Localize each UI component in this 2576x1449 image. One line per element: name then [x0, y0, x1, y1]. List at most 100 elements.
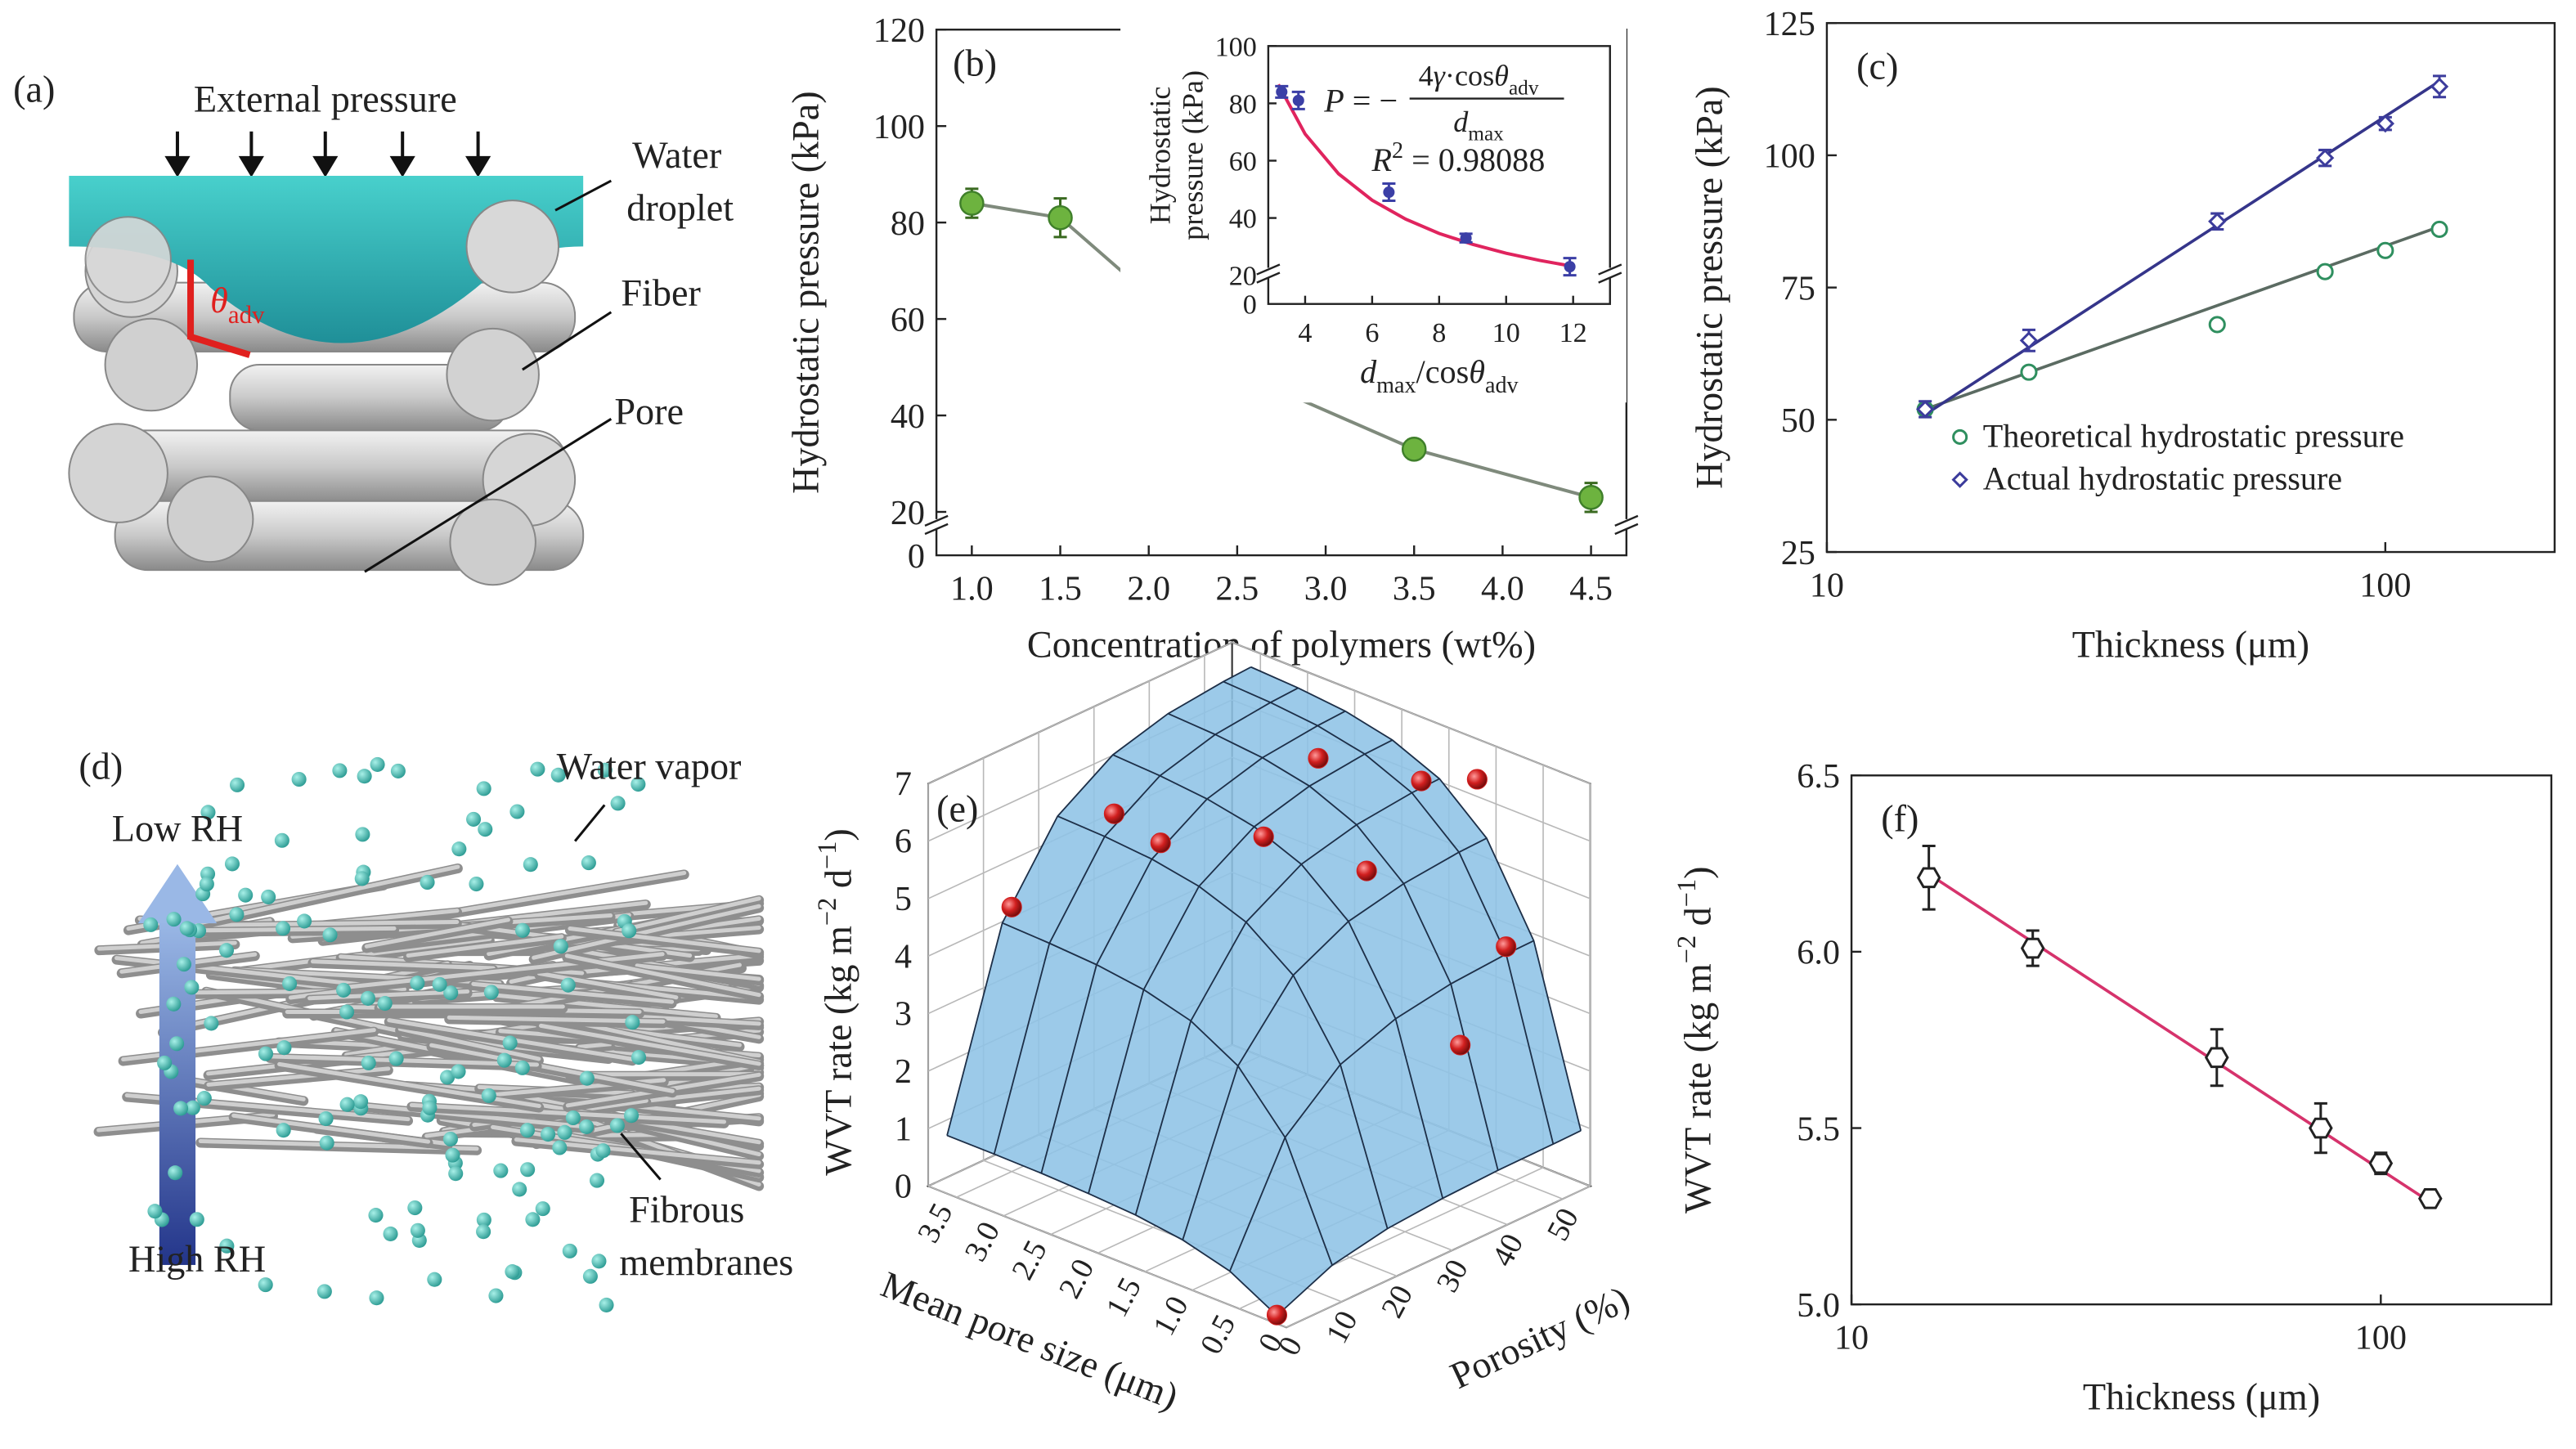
- text-segment: ): [1676, 866, 1718, 878]
- vapor-dot: [514, 922, 531, 938]
- marker: [1383, 186, 1395, 199]
- y-axis-label: WVT rate (kg m−2 d−1): [1672, 866, 1718, 1213]
- panel-label: (c): [1856, 45, 1898, 87]
- r-squared: R2 = 0.98088: [1371, 138, 1545, 178]
- vapor-dot: [179, 921, 195, 936]
- vapor-dot: [238, 887, 254, 903]
- z-tick-label: 1: [895, 1110, 912, 1148]
- text-segment: −1: [1672, 879, 1701, 907]
- y-tick-label: 0: [1272, 1331, 1309, 1362]
- z-axis-label: WVT rate (kg m−2 d−1): [812, 828, 859, 1176]
- marker: [1292, 94, 1304, 106]
- text-segment: max: [1376, 373, 1416, 398]
- vapor-dot: [258, 1046, 274, 1061]
- data-point: [1308, 747, 1329, 769]
- x-tick-label: 2.0: [1127, 569, 1170, 608]
- y-break-label: 0: [908, 537, 925, 576]
- vapor-dot: [541, 1127, 556, 1142]
- fiber-highlight: [310, 959, 496, 971]
- marker: [1564, 261, 1576, 273]
- vapor-dot: [229, 907, 245, 922]
- x-tick-label: 2.0: [1052, 1254, 1101, 1304]
- vapor-dot: [589, 1173, 605, 1188]
- vapor-dot: [200, 805, 216, 820]
- fit-line: [1924, 79, 2440, 416]
- vapor-dot: [377, 996, 393, 1012]
- fiber-highlight: [429, 1043, 675, 1093]
- rh-arrow-head: [137, 864, 218, 924]
- x-tick-label: 2.5: [1005, 1235, 1053, 1285]
- fiber-highlight: [564, 953, 761, 998]
- x-tick-label: 12: [1560, 318, 1587, 348]
- z-tick-label: 0: [895, 1168, 912, 1206]
- vapor-dot: [560, 977, 576, 993]
- vapor-dot: [579, 1119, 595, 1134]
- fiber-highlight: [204, 920, 460, 927]
- label: Water vapor: [557, 745, 742, 787]
- marker: [2417, 1187, 2443, 1209]
- vapor-dot: [276, 921, 291, 936]
- equation-numerator: 4γ·cosθadv: [1419, 60, 1539, 100]
- vapor-dot: [282, 976, 298, 991]
- marker: [2020, 937, 2045, 959]
- vapor-dot: [496, 1052, 512, 1068]
- panel-b: 1.0 1.5 2.0 2.5 3.0 3.5 4.0 4.5204060801001200(…: [784, 11, 1639, 666]
- panel-f: 10 100 5.0 5.5 6.0 6.5 (f) Thickness (μm) WVT ra…: [1672, 757, 2553, 1418]
- fiber-highlight: [536, 971, 679, 1000]
- text-segment: adv: [1485, 373, 1519, 398]
- arrow-head: [464, 155, 491, 177]
- z-tick-label: 2: [895, 1052, 912, 1091]
- x-tick-label: 100: [2355, 1318, 2407, 1357]
- x-tick-label: 3.5: [911, 1198, 959, 1249]
- vapor-dot: [442, 1131, 458, 1147]
- grid-line: [1286, 1185, 1591, 1329]
- text-segment: max: [1468, 123, 1504, 146]
- text-segment: d: [818, 869, 859, 898]
- vapor-dot: [505, 1264, 520, 1280]
- mesh-line: [1002, 922, 1333, 1266]
- vapor-dot: [443, 985, 459, 1001]
- text-segment: adv: [228, 300, 265, 329]
- marker: [1916, 867, 1941, 889]
- label: Fiber: [621, 272, 701, 314]
- text-segment: θ: [210, 280, 228, 321]
- vapor-dot: [370, 756, 385, 772]
- y-axis-label: Hydrostatic: [1143, 87, 1176, 225]
- text-segment: ·cos: [1445, 60, 1494, 92]
- equation-denominator: dmax: [1453, 105, 1504, 146]
- x-tick-label: 3.0: [958, 1216, 1007, 1267]
- y-tick-label: 40: [891, 397, 925, 436]
- vapor-dot: [483, 985, 499, 1000]
- fiber-end: [465, 200, 560, 294]
- label: Pore: [614, 390, 684, 432]
- data-point: [1150, 832, 1171, 854]
- y-tick-label: 25: [1781, 534, 1815, 572]
- y-axis-label: pressure (kPa): [1177, 70, 1209, 240]
- vapor-dot: [355, 827, 370, 842]
- mesh-line: [1250, 666, 1582, 1131]
- vapor-dot: [591, 1254, 607, 1269]
- y-tick-label: 20: [1229, 262, 1257, 292]
- vapor-dot: [336, 982, 352, 998]
- vapor-dot: [622, 923, 637, 939]
- fiber-highlight: [397, 1026, 541, 1061]
- water-vapor-dots: [143, 756, 647, 1312]
- vapor-dot: [599, 1297, 614, 1312]
- fiber-highlight: [231, 1113, 431, 1144]
- marker: [2020, 363, 2038, 381]
- grid-line: [927, 641, 1233, 785]
- mesh-line: [946, 1134, 1278, 1317]
- water-droplet: [69, 176, 584, 343]
- x-tick-label: 1.0: [1147, 1290, 1195, 1341]
- pressure-arrows: [164, 131, 491, 177]
- marker: [2208, 212, 2227, 231]
- y-tick-label: 75: [1781, 269, 1815, 307]
- vapor-dot: [530, 761, 545, 777]
- vapor-dot: [557, 1124, 572, 1140]
- text-segment: /cos: [1416, 353, 1470, 390]
- equation-lhs: P = −: [1323, 83, 1398, 119]
- vapor-dot: [176, 957, 191, 972]
- x-tick-label: 10: [1492, 318, 1520, 348]
- vapor-dot: [525, 1212, 541, 1227]
- fiber-highlight: [406, 934, 564, 958]
